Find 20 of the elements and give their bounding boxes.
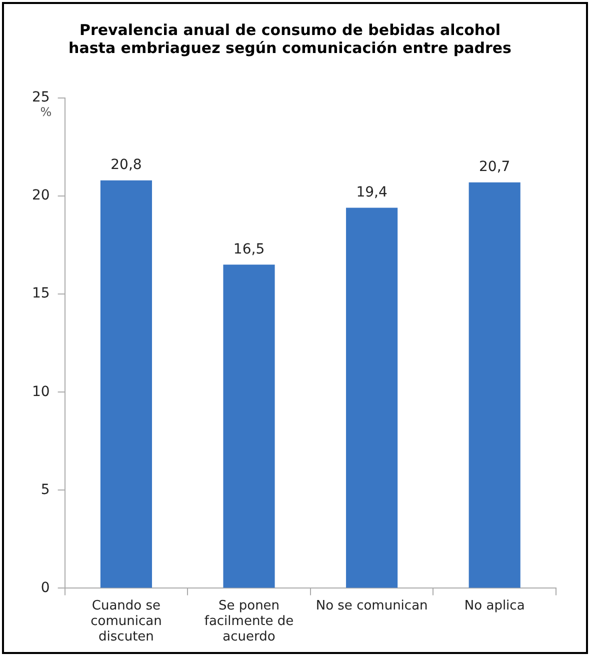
y-tick-label: 0	[40, 580, 50, 596]
data-label: 20,8	[110, 156, 142, 173]
y-tick-label: 5	[40, 482, 50, 498]
x-tick-label: Cuando se comunican discuten	[90, 598, 162, 645]
x-tick-label: Se ponen facilmente de acuerdo	[204, 598, 294, 645]
y-axis-title: %	[40, 105, 52, 120]
bar	[468, 182, 520, 588]
y-tick-label: 20	[32, 188, 50, 204]
bar	[100, 180, 152, 588]
data-label: 16,5	[233, 241, 265, 258]
chart-title: Prevalencia anual de consumo de bebidas alcohol hasta embriaguez según comunicación entre padres	[68, 20, 512, 57]
y-tick-label: 10	[32, 384, 50, 400]
data-label: 19,4	[356, 184, 388, 200]
bar	[223, 264, 275, 588]
x-tick-label: No se comunican	[316, 598, 428, 614]
x-tick-label: No aplica	[464, 598, 525, 614]
y-tick-label: 15	[32, 286, 50, 302]
y-tick-label: 25	[32, 90, 50, 106]
bar	[346, 208, 398, 588]
data-label: 20,7	[479, 158, 510, 175]
